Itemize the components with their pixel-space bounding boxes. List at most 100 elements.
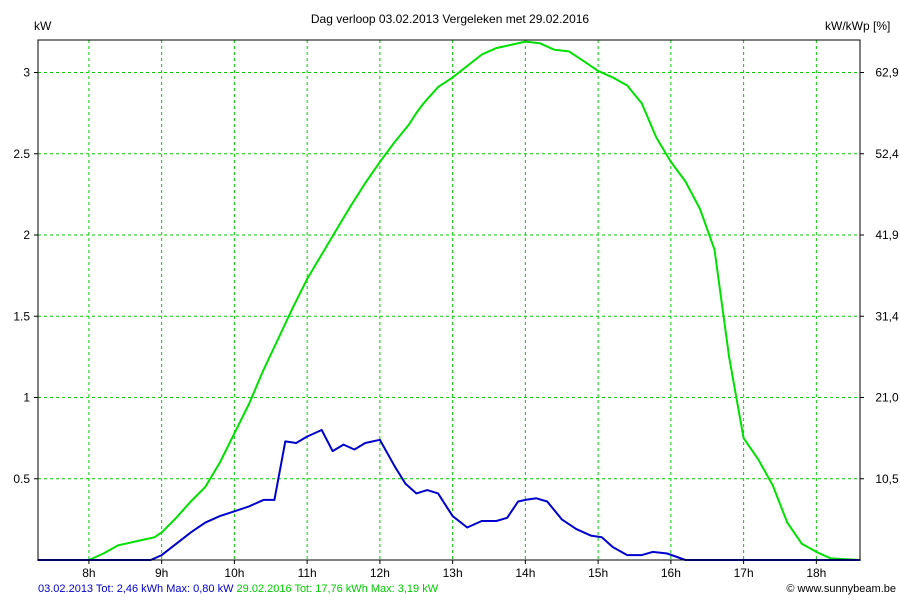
series-layer — [37, 40, 861, 561]
data-point-03-02-2013 — [415, 492, 418, 495]
data-point-29-02-2016 — [408, 123, 410, 126]
x-tick-label: 14h — [515, 566, 535, 580]
x-tick-label: 12h — [370, 566, 390, 580]
data-point-29-02-2016 — [815, 551, 818, 553]
data-point-29-02-2016 — [539, 42, 541, 45]
data-point-03-02-2013 — [451, 515, 454, 517]
y-tick-label-right: 31,4 — [875, 309, 899, 323]
data-point-29-02-2016 — [451, 76, 454, 79]
data-point-29-02-2016 — [830, 557, 832, 560]
data-point-03-02-2013 — [273, 499, 276, 501]
data-point-29-02-2016 — [699, 208, 701, 210]
x-tick-label: 15h — [588, 566, 608, 580]
data-point-03-02-2013 — [248, 505, 250, 508]
y-tick-label-right: 52,4 — [875, 147, 899, 161]
data-point-29-02-2016 — [189, 500, 192, 503]
data-point-29-02-2016 — [415, 112, 418, 114]
data-point-03-02-2013 — [364, 442, 367, 444]
y-tick-label-right: 21,0 — [875, 391, 899, 405]
y-tick-label-left: 1 — [23, 391, 30, 405]
y-tick-label-left: 1.5 — [13, 309, 30, 323]
x-tick-label: 10h — [224, 566, 244, 580]
data-point-29-02-2016 — [655, 136, 658, 139]
data-point-29-02-2016 — [379, 161, 381, 163]
data-point-03-02-2013 — [666, 552, 669, 555]
data-point-03-02-2013 — [189, 531, 192, 534]
x-tick-label: 18h — [806, 566, 826, 580]
data-point-29-02-2016 — [670, 161, 672, 163]
data-point-29-02-2016 — [437, 86, 439, 88]
data-point-03-02-2013 — [342, 443, 345, 446]
x-tick-label: 13h — [443, 566, 463, 580]
data-point-29-02-2016 — [422, 102, 425, 105]
data-point-29-02-2016 — [248, 403, 250, 405]
data-point-03-02-2013 — [611, 546, 614, 548]
data-point-29-02-2016 — [757, 458, 759, 461]
data-point-03-02-2013 — [517, 500, 519, 503]
data-point-29-02-2016 — [349, 204, 352, 207]
data-point-03-02-2013 — [546, 500, 549, 503]
plot-frame — [37, 39, 861, 561]
data-point-03-02-2013 — [495, 520, 498, 522]
data-point-03-02-2013 — [306, 435, 308, 438]
data-point-29-02-2016 — [786, 521, 789, 524]
data-point-29-02-2016 — [102, 552, 105, 555]
data-point-29-02-2016 — [320, 253, 323, 256]
data-point-03-02-2013 — [353, 448, 356, 451]
data-point-29-02-2016 — [364, 182, 367, 184]
data-point-29-02-2016 — [742, 437, 745, 439]
data-point-29-02-2016 — [291, 307, 294, 309]
data-point-03-02-2013 — [295, 442, 298, 444]
data-point-29-02-2016 — [771, 484, 774, 487]
data-point-29-02-2016 — [277, 338, 279, 340]
data-point-29-02-2016 — [553, 48, 556, 51]
data-point-03-02-2013 — [175, 542, 178, 545]
data-point-03-02-2013 — [506, 516, 508, 519]
data-point-29-02-2016 — [684, 180, 687, 183]
data-point-29-02-2016 — [146, 538, 148, 540]
data-point-03-02-2013 — [437, 492, 439, 495]
data-point-29-02-2016 — [160, 531, 163, 534]
data-point-29-02-2016 — [568, 50, 570, 53]
data-point-29-02-2016 — [640, 102, 643, 105]
footer-left: 03.02.2013 Tot: 2,46 kWh Max: 0,80 kW 29… — [38, 583, 438, 595]
data-point-29-02-2016 — [801, 542, 803, 545]
data-point-29-02-2016 — [728, 356, 730, 358]
data-point-29-02-2016 — [611, 76, 614, 79]
data-point-29-02-2016 — [466, 65, 468, 67]
data-point-03-02-2013 — [590, 534, 592, 537]
data-point-03-02-2013 — [524, 499, 527, 501]
footer-copyright: © www.sunnybeam.be — [786, 583, 896, 595]
data-point-29-02-2016 — [131, 541, 134, 543]
y-axis-label-right: kW/kWp [%] — [825, 19, 890, 33]
data-point-29-02-2016 — [306, 278, 308, 280]
data-point-03-02-2013 — [204, 521, 207, 524]
data-point-03-02-2013 — [320, 429, 323, 431]
data-point-29-02-2016 — [582, 60, 585, 62]
data-point-03-02-2013 — [284, 440, 287, 443]
y-tick-label-left: 0.5 — [13, 472, 30, 486]
y-tick-label-right: 10,5 — [875, 472, 899, 486]
footer-summary-2013: 03.02.2013 Tot: 2,46 kWh Max: 0,80 kW — [38, 583, 234, 595]
y-tick-label-right: 62,9 — [875, 66, 899, 80]
data-point-03-02-2013 — [651, 551, 654, 553]
data-point-29-02-2016 — [175, 516, 178, 519]
data-point-29-02-2016 — [262, 369, 265, 371]
series-line-03-02-2013 — [38, 429, 860, 561]
data-point-03-02-2013 — [219, 515, 221, 517]
data-point-29-02-2016 — [153, 536, 156, 539]
data-point-03-02-2013 — [535, 497, 538, 500]
y-tick-label-left: 2.5 — [13, 147, 30, 161]
data-point-29-02-2016 — [219, 461, 221, 464]
data-point-03-02-2013 — [560, 518, 563, 521]
x-tick-label: 8h — [82, 566, 95, 580]
data-point-29-02-2016 — [524, 40, 527, 43]
data-point-03-02-2013 — [426, 489, 428, 491]
y-tick-label-left: 2 — [23, 228, 30, 242]
ticks-layer: 8h 9h 10h 11h 12h 13h 14h 15h 16h 17h 18h 0.5 10,5 1 2… — [13, 66, 899, 581]
data-point-29-02-2016 — [480, 53, 483, 56]
data-point-03-02-2013 — [331, 450, 334, 452]
footer-summary-2016: 29.02.2016 Tot: 17,76 kWh Max: 3,19 kW — [236, 583, 439, 595]
data-point-03-02-2013 — [480, 520, 483, 522]
